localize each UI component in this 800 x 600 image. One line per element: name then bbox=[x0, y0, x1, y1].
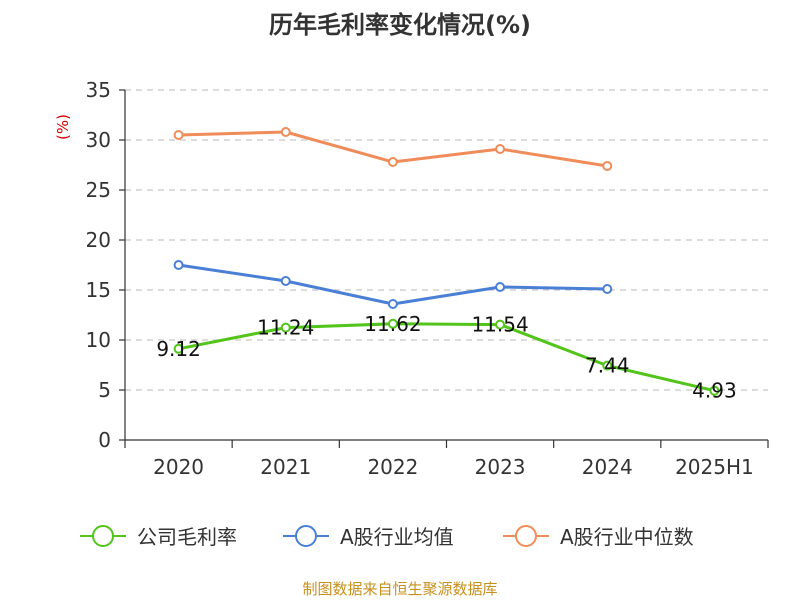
data-point bbox=[387, 157, 398, 167]
data-point bbox=[173, 343, 184, 354]
data-point bbox=[602, 284, 613, 294]
data-point bbox=[602, 161, 613, 171]
y-tick-label: 30 bbox=[86, 128, 111, 152]
data-point bbox=[387, 299, 398, 309]
legend-label: 公司毛利率 bbox=[137, 525, 237, 549]
y-tick-label: 0 bbox=[98, 428, 111, 452]
data-point bbox=[709, 385, 720, 396]
data-point bbox=[387, 318, 398, 329]
data-point bbox=[495, 144, 506, 154]
data-label: 9.12 bbox=[156, 337, 201, 361]
legend-marker bbox=[92, 525, 114, 547]
x-tick-label: 2020 bbox=[153, 455, 204, 479]
y-tick-label: 5 bbox=[98, 378, 111, 402]
legend-marker bbox=[515, 525, 537, 547]
source-note: 制图数据来自恒生聚源数据库 bbox=[302, 580, 497, 598]
series-points bbox=[173, 127, 720, 396]
legend-label: A股行业均值 bbox=[340, 525, 454, 549]
y-tick-label: 20 bbox=[86, 228, 111, 252]
x-tick-label: 2023 bbox=[475, 455, 526, 479]
data-label: 11.54 bbox=[471, 313, 528, 337]
data-point bbox=[602, 360, 613, 371]
y-unit-label: (%) bbox=[54, 114, 72, 140]
chart-title: 历年毛利率变化情况(%) bbox=[269, 11, 531, 39]
data-point bbox=[280, 276, 291, 286]
series-lines bbox=[178, 130, 715, 393]
data-point bbox=[280, 127, 291, 137]
axes bbox=[119, 89, 769, 448]
y-tick-label: 35 bbox=[86, 78, 111, 102]
data-label: 11.24 bbox=[257, 316, 314, 340]
legend-marker bbox=[295, 525, 317, 547]
y-tick-label: 15 bbox=[86, 278, 111, 302]
data-point bbox=[495, 282, 506, 292]
x-tick-label: 2021 bbox=[260, 455, 311, 479]
grid-lines bbox=[125, 89, 768, 391]
x-tick-label: 2024 bbox=[582, 455, 633, 479]
x-tick-label: 2025H1 bbox=[675, 455, 754, 479]
series-line-2 bbox=[178, 263, 608, 306]
tick-labels: 0 5 10 15 20 25 30 35 2020 2021 2022 2023 2024 2025H1 bbox=[86, 78, 754, 479]
y-tick-label: 10 bbox=[86, 328, 111, 352]
data-point bbox=[173, 260, 184, 270]
legend-label: A股行业中位数 bbox=[560, 525, 694, 549]
legend: 公司毛利率 A股行业均值 A股行业中位数 bbox=[80, 525, 694, 549]
data-labels: 9.12 11.24 11.62 11.54 7.44 4.93 bbox=[156, 312, 736, 403]
data-point bbox=[280, 322, 291, 333]
x-tick-label: 2022 bbox=[367, 455, 418, 479]
data-label: 4.93 bbox=[692, 379, 737, 403]
y-tick-label: 25 bbox=[86, 178, 111, 202]
data-label: 11.62 bbox=[364, 312, 421, 336]
data-point bbox=[495, 319, 506, 330]
series-line-1 bbox=[178, 322, 715, 393]
data-point bbox=[173, 130, 184, 140]
data-label: 7.44 bbox=[585, 354, 630, 378]
